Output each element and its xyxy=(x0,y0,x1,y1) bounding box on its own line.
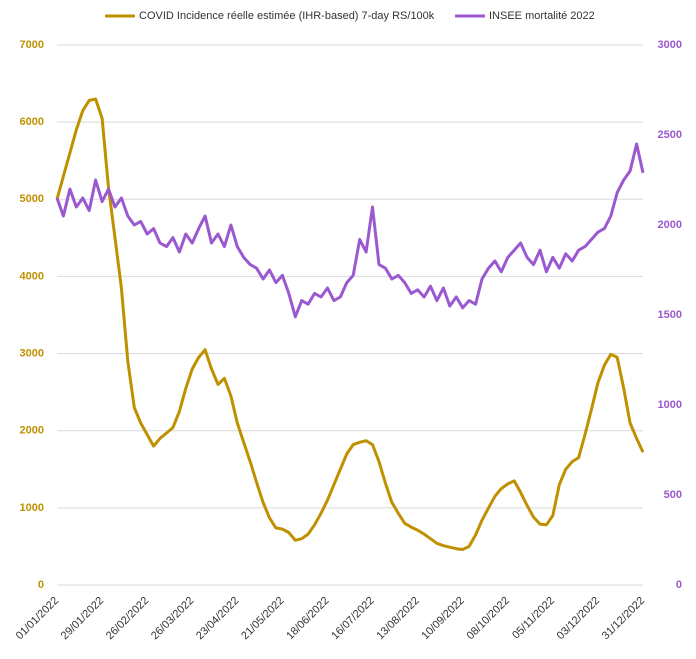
y-tick-label: 2000 xyxy=(20,425,44,437)
y2-tick-label: 1500 xyxy=(658,309,682,321)
y2-tick-label: 1000 xyxy=(658,399,682,411)
y2-tick-label: 3000 xyxy=(658,39,682,51)
y-tick-label: 5000 xyxy=(20,193,44,205)
y-tick-label: 1000 xyxy=(20,502,44,514)
x-tick-label: 21/05/2022 xyxy=(239,595,286,642)
y-tick-label: 0 xyxy=(38,579,44,591)
x-tick-label: 01/01/2022 xyxy=(14,595,61,642)
y2-tick-label: 0 xyxy=(676,579,682,591)
x-tick-label: 31/12/2022 xyxy=(600,595,647,642)
x-tick-label: 23/04/2022 xyxy=(194,595,241,642)
legend-label: INSEE mortalité 2022 xyxy=(489,10,595,22)
y2-tick-label: 500 xyxy=(664,489,682,501)
y-tick-label: 3000 xyxy=(20,347,44,359)
series-line xyxy=(55,142,645,319)
x-tick-label: 10/09/2022 xyxy=(419,595,466,642)
y-tick-label: 6000 xyxy=(20,116,44,128)
y2-tick-label: 2500 xyxy=(658,129,682,141)
x-tick-label: 16/07/2022 xyxy=(329,595,376,642)
x-tick-label: 18/06/2022 xyxy=(284,595,331,642)
x-tick-label: 05/11/2022 xyxy=(510,595,557,642)
x-tick-label: 26/02/2022 xyxy=(104,595,151,642)
series-line xyxy=(55,97,645,551)
legend-label: COVID Incidence réelle estimée (IHR-base… xyxy=(139,10,435,22)
x-tick-label: 08/10/2022 xyxy=(465,595,512,642)
x-tick-label: 26/03/2022 xyxy=(149,595,196,642)
x-tick-label: 29/01/2022 xyxy=(59,595,106,642)
y2-tick-label: 2000 xyxy=(658,219,682,231)
y-tick-label: 7000 xyxy=(20,39,44,51)
y-tick-label: 4000 xyxy=(20,270,44,282)
x-tick-label: 13/08/2022 xyxy=(374,595,421,642)
x-tick-label: 03/12/2022 xyxy=(555,595,602,642)
